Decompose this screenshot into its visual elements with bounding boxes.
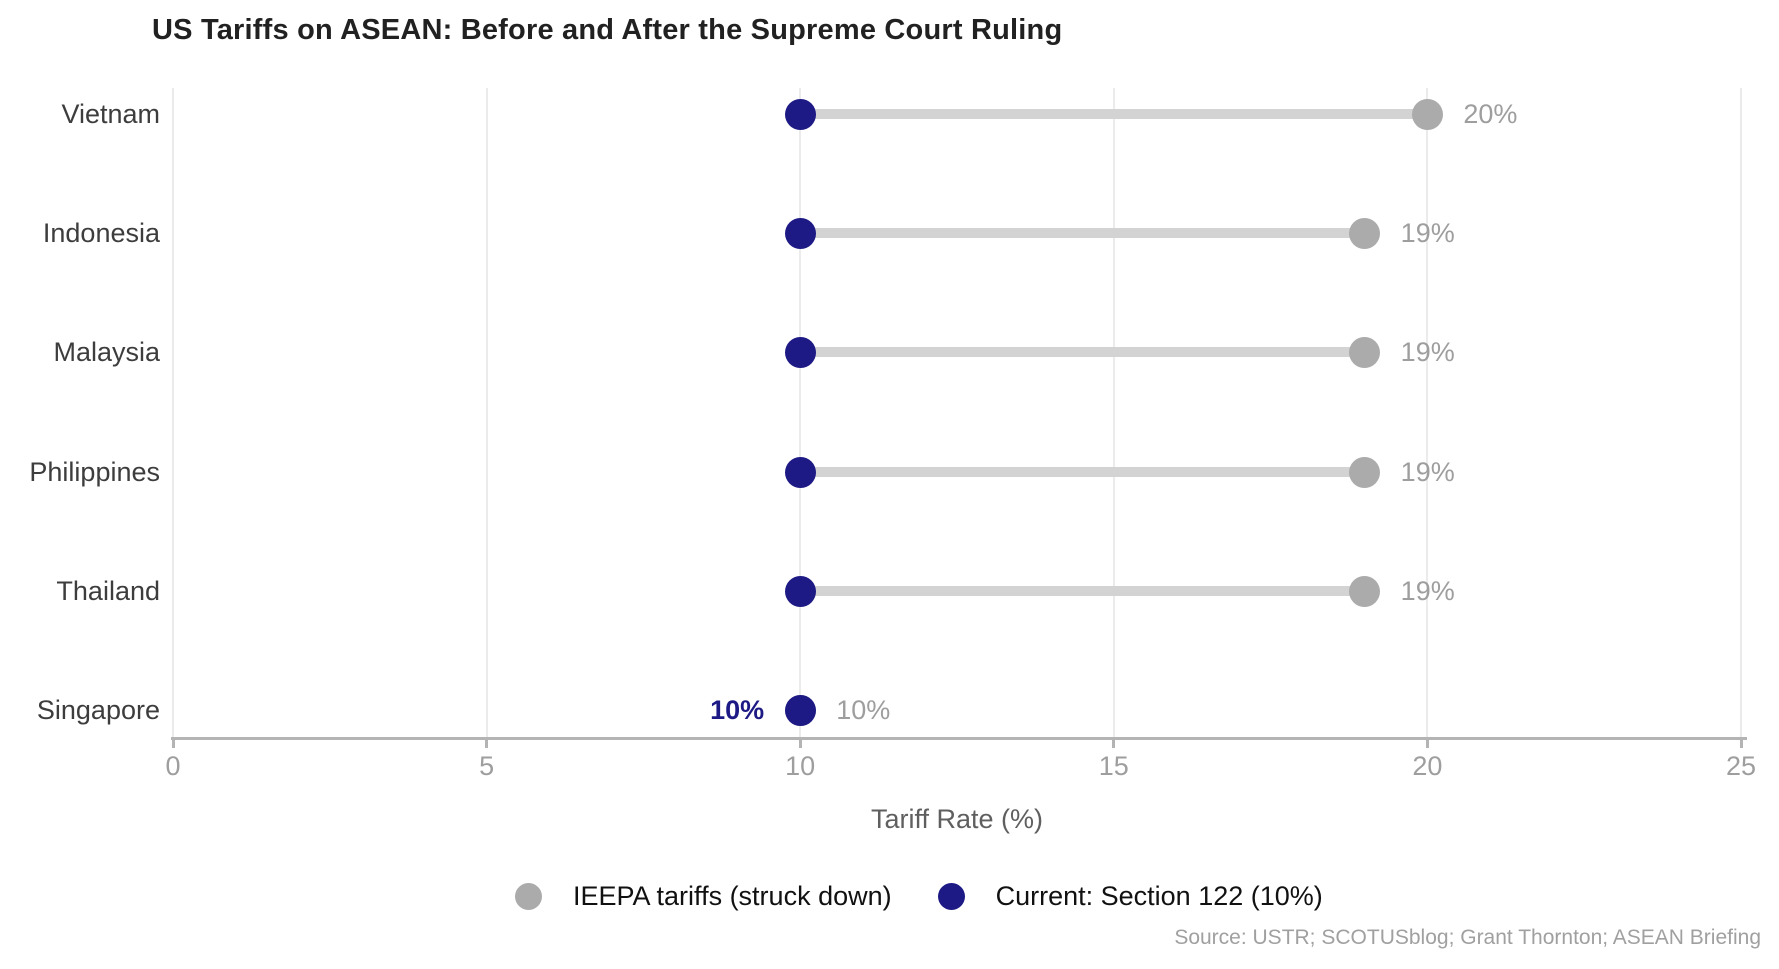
current-dot [784, 98, 816, 130]
x-axis-line [171, 737, 1747, 740]
ieepa-value-label: 19% [1400, 218, 1455, 248]
legend-label-ieepa: IEEPA tariffs (struck down) [573, 881, 892, 911]
ieepa-dot [1349, 575, 1381, 607]
dumbbell-connector [800, 109, 1428, 119]
current-value-label: 10% [710, 695, 765, 725]
legend-dot-ieepa-icon [515, 883, 542, 910]
current-dot [784, 694, 816, 726]
category-label: Indonesia [42, 218, 160, 248]
legend-item-current[interactable]: Current: Section 122 (10%) [937, 881, 1323, 912]
dumbbell-connector [800, 467, 1365, 477]
x-axis-tick-label: 15 [1098, 751, 1129, 781]
x-axis-tick-label: 20 [1412, 751, 1443, 781]
category-label: Singapore [36, 695, 160, 725]
category-label: Malaysia [53, 337, 160, 367]
x-axis-tick [1112, 737, 1116, 748]
x-axis-tick [1739, 737, 1743, 748]
legend-item-ieepa[interactable]: IEEPA tariffs (struck down) [515, 881, 892, 912]
x-axis-tick [1425, 737, 1429, 748]
current-dot [784, 456, 816, 488]
x-axis-tick [171, 737, 175, 748]
x-axis-title: Tariff Rate (%) [870, 804, 1044, 834]
dumbbell-connector [800, 586, 1365, 596]
x-axis-tick [798, 737, 802, 748]
category-label: Vietnam [61, 99, 160, 129]
gridline [1740, 88, 1742, 737]
legend-dot-current-icon [937, 883, 965, 910]
gridline [799, 88, 802, 737]
ieepa-dot [1411, 98, 1443, 130]
category-label: Philippines [29, 457, 160, 487]
current-dot [784, 336, 816, 368]
source-text: Source: USTR; SCOTUSblog; Grant Thornton… [1174, 926, 1761, 949]
dumbbell-connector [800, 347, 1365, 357]
legend: IEEPA tariffs (struck down) Current: Sec… [515, 881, 1323, 912]
ieepa-value-label: 19% [1400, 576, 1455, 606]
x-axis-tick-label: 10 [785, 751, 816, 781]
ieepa-dot [1349, 336, 1381, 368]
x-axis-tick-label: 5 [479, 751, 495, 781]
x-axis-tick-label: 25 [1725, 751, 1757, 781]
legend-label-current: Current: Section 122 (10%) [995, 881, 1323, 911]
x-axis-tick [485, 737, 489, 748]
ieepa-dot [1349, 217, 1381, 249]
chart-title: US Tariffs on ASEAN: Before and After th… [152, 14, 1063, 46]
gridline [485, 88, 488, 737]
ieepa-value-label: 10% [836, 695, 891, 725]
category-label: Thailand [56, 576, 160, 606]
ieepa-value-label: 20% [1463, 99, 1518, 129]
gridline [1426, 88, 1429, 737]
dumbbell-connector [800, 228, 1365, 238]
gridline [1112, 88, 1115, 737]
current-dot [784, 217, 816, 249]
ieepa-value-label: 19% [1400, 337, 1455, 367]
ieepa-value-label: 19% [1400, 457, 1455, 487]
x-axis-tick-label: 0 [165, 751, 181, 781]
current-dot [784, 575, 816, 607]
ieepa-dot [1349, 456, 1381, 488]
gridline [172, 88, 174, 737]
